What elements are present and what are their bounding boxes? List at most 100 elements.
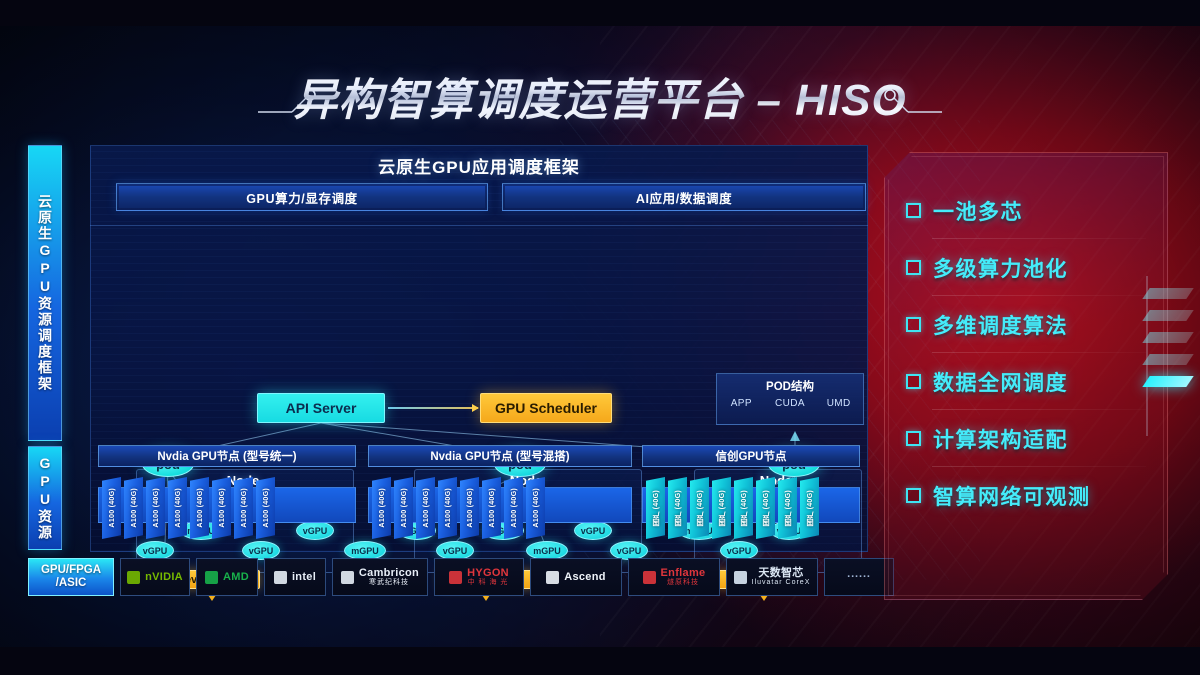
vendor-logo-more[interactable]: ······ — [824, 558, 894, 596]
feature-item-3[interactable]: 数据全网调度 — [906, 353, 1156, 410]
vendor-logo-amd[interactable]: AMD — [196, 558, 258, 596]
checkbox-square-icon — [906, 488, 921, 503]
framework-band-ai-app[interactable]: AI应用/数据调度 — [502, 183, 866, 211]
vendor-logo-ascend[interactable]: Ascend — [530, 558, 622, 596]
gpu-card[interactable]: A100 (40G) — [504, 477, 523, 539]
chevron-stripe — [1142, 310, 1194, 321]
gpu-card[interactable]: A100 (40G) — [234, 477, 253, 539]
device-plugin-arrow-icon — [206, 592, 218, 601]
gpu-card-label: A100 (40G) — [217, 488, 226, 528]
chevron-stripe — [1142, 354, 1194, 365]
gpu-card[interactable]: A100 (40G) — [146, 477, 165, 539]
vendor-logo-gpu-fpga-asic[interactable]: GPU/FPGA/ASIC — [28, 558, 114, 596]
feature-label: 多维调度算法 — [933, 314, 1068, 338]
gpu-card[interactable]: A100 (40G) — [482, 477, 501, 539]
vendor-logo-intel[interactable]: intel — [264, 558, 326, 596]
vendor-label-line2: /ASIC — [55, 577, 87, 589]
gpu-card[interactable]: A100 (40G) — [190, 477, 209, 539]
gpu-card[interactable]: A100 (40G) — [416, 477, 435, 539]
gpu-card[interactable]: 国产 (40G) — [712, 477, 731, 539]
feature-item-1[interactable]: 多级算力池化 — [906, 239, 1156, 296]
gpu-card[interactable]: 国产 (40G) — [800, 477, 819, 539]
gpu-card[interactable]: A100 (40G) — [460, 477, 479, 539]
gpu-card[interactable]: 国产 (40G) — [690, 477, 709, 539]
gpu-card[interactable]: A100 (40G) — [102, 477, 121, 539]
vendor-logo-enflame[interactable]: Enflame 燧原科技 — [628, 558, 720, 596]
vendor-name: 天数智芯 — [758, 566, 804, 579]
gpu-ellipse[interactable]: vGPU — [296, 521, 334, 540]
gpu-card[interactable]: 国产 (40G) — [668, 477, 687, 539]
gpu-card-label: A100 (40G) — [261, 488, 270, 528]
title-right-deco-icon — [884, 89, 942, 113]
vendor-logo-nvidia[interactable]: nVIDIA — [120, 558, 190, 596]
api-to-scheduler-arrow-icon — [388, 404, 479, 412]
gpu-card-label: A100 (40G) — [151, 488, 160, 528]
title-left-deco-icon — [258, 89, 316, 113]
vendor-name: Ascend — [564, 570, 606, 583]
gpu-card[interactable]: A100 (40G) — [168, 477, 187, 539]
gpu-card[interactable]: 国产 (40G) — [734, 477, 753, 539]
title-area: 异构智算调度运营平台 – HISO — [0, 64, 1200, 126]
gpu-card[interactable]: A100 (40G) — [438, 477, 457, 539]
api-server-box[interactable]: API Server — [257, 393, 385, 423]
gpu-card[interactable]: A100 (40G) — [256, 477, 275, 539]
gpu-card-label: A100 (40G) — [377, 488, 386, 528]
feature-panel — [884, 152, 1168, 600]
vendor-text-stack: ······ — [847, 571, 871, 584]
gpu-ellipse[interactable]: mGPU — [344, 541, 386, 560]
top-letterbox-bar — [0, 0, 1200, 26]
pod-cell-cuda: CUDA — [775, 398, 805, 409]
rack-band-xinchuang[interactable]: 信创GPU节点 — [642, 445, 860, 467]
gpu-card[interactable]: A100 (40G) — [212, 477, 231, 539]
gpu-card-row: A100 (40G) A100 (40G) A100 (40G) A100 (40G)… — [372, 477, 545, 545]
rack-band-label: Nvdia GPU节点 (型号混搭) — [430, 451, 570, 463]
feature-item-5[interactable]: 智算网络可观测 — [906, 467, 1156, 524]
gpu-card[interactable]: A100 (40G) — [372, 477, 391, 539]
gpu-card[interactable]: 国产 (40G) — [778, 477, 797, 539]
vendor-text-stack: Cambricon 寒武纪科技 — [359, 567, 419, 588]
gpu-ellipse[interactable]: vGPU — [242, 541, 280, 560]
vendor-text-stack: HYGON 中 科 海 光 — [467, 567, 509, 588]
pod-structure-box: POD结构 APP CUDA UMD — [716, 373, 864, 425]
checkbox-square-icon — [906, 374, 921, 389]
feature-label: 计算架构适配 — [933, 428, 1068, 452]
gpu-card[interactable]: A100 (40G) — [526, 477, 545, 539]
feature-item-4[interactable]: 计算架构适配 — [906, 410, 1156, 467]
gpu-card[interactable]: 国产 (40G) — [646, 477, 665, 539]
gpu-card[interactable]: A100 (40G) — [394, 477, 413, 539]
vendor-logo-cambricon[interactable]: Cambricon 寒武纪科技 — [332, 558, 428, 596]
vendor-name: HYGON — [467, 566, 509, 579]
vendor-subtitle: 寒武纪科技 — [369, 579, 409, 587]
vendor-logo-hygon[interactable]: HYGON 中 科 海 光 — [434, 558, 524, 596]
gpu-card-label: 国产 (40G) — [694, 489, 704, 527]
checkbox-square-icon — [906, 260, 921, 275]
gpu-card[interactable]: 国产 (40G) — [756, 477, 775, 539]
sidebar-label-cloud-native-gpu-scheduling: 云原生GPU资源调度框架 — [28, 145, 62, 441]
gpu-card-row: 国产 (40G) 国产 (40G) 国产 (40G) 国产 (40G) 国产 (40G)… — [646, 477, 819, 545]
gpu-card-row: A100 (40G) A100 (40G) A100 (40G) A100 (40G)… — [102, 477, 275, 545]
gpu-scheduler-box[interactable]: GPU Scheduler — [480, 393, 612, 423]
gpu-ellipse[interactable]: vGPU — [720, 541, 758, 560]
page-title: 异构智算调度运营平台 – HISO — [0, 64, 1200, 128]
pod-structure-title: POD结构 — [766, 381, 814, 393]
vendor-text-stack: Enflame 燧原科技 — [661, 567, 706, 588]
chevron-stripe — [1142, 332, 1194, 343]
framework-divider — [90, 225, 868, 226]
feature-item-2[interactable]: 多维调度算法 — [906, 296, 1156, 353]
framework-band-gpu-compute[interactable]: GPU算力/显存调度 — [116, 183, 488, 211]
vendor-name: ······ — [847, 570, 871, 583]
vendor-name: nVIDIA — [145, 570, 183, 583]
gpu-card-label: A100 (40G) — [239, 488, 248, 528]
gpu-card-label: 国产 (40G) — [650, 489, 660, 527]
gpu-card-label: A100 (40G) — [173, 488, 182, 528]
rack-band-nvidia-uniform[interactable]: Nvdia GPU节点 (型号统一) — [98, 445, 356, 467]
gpu-card[interactable]: A100 (40G) — [124, 477, 143, 539]
bottom-letterbox-bar — [0, 647, 1200, 675]
gpu-rack-0: A100 (40G) A100 (40G) A100 (40G) A100 (40G)… — [98, 477, 356, 545]
gpu-card-label: 国产 (40G) — [672, 489, 682, 527]
feature-item-0[interactable]: 一池多芯 — [906, 182, 1156, 239]
vendor-logo-iluvatar[interactable]: 天数智芯 Iluvatar CoreX — [726, 558, 818, 596]
rack-band-nvidia-mixed[interactable]: Nvdia GPU节点 (型号混搭) — [368, 445, 632, 467]
gpu-card-label: A100 (40G) — [443, 488, 452, 528]
vendor-text-stack: 天数智芯 Iluvatar CoreX — [752, 567, 811, 588]
